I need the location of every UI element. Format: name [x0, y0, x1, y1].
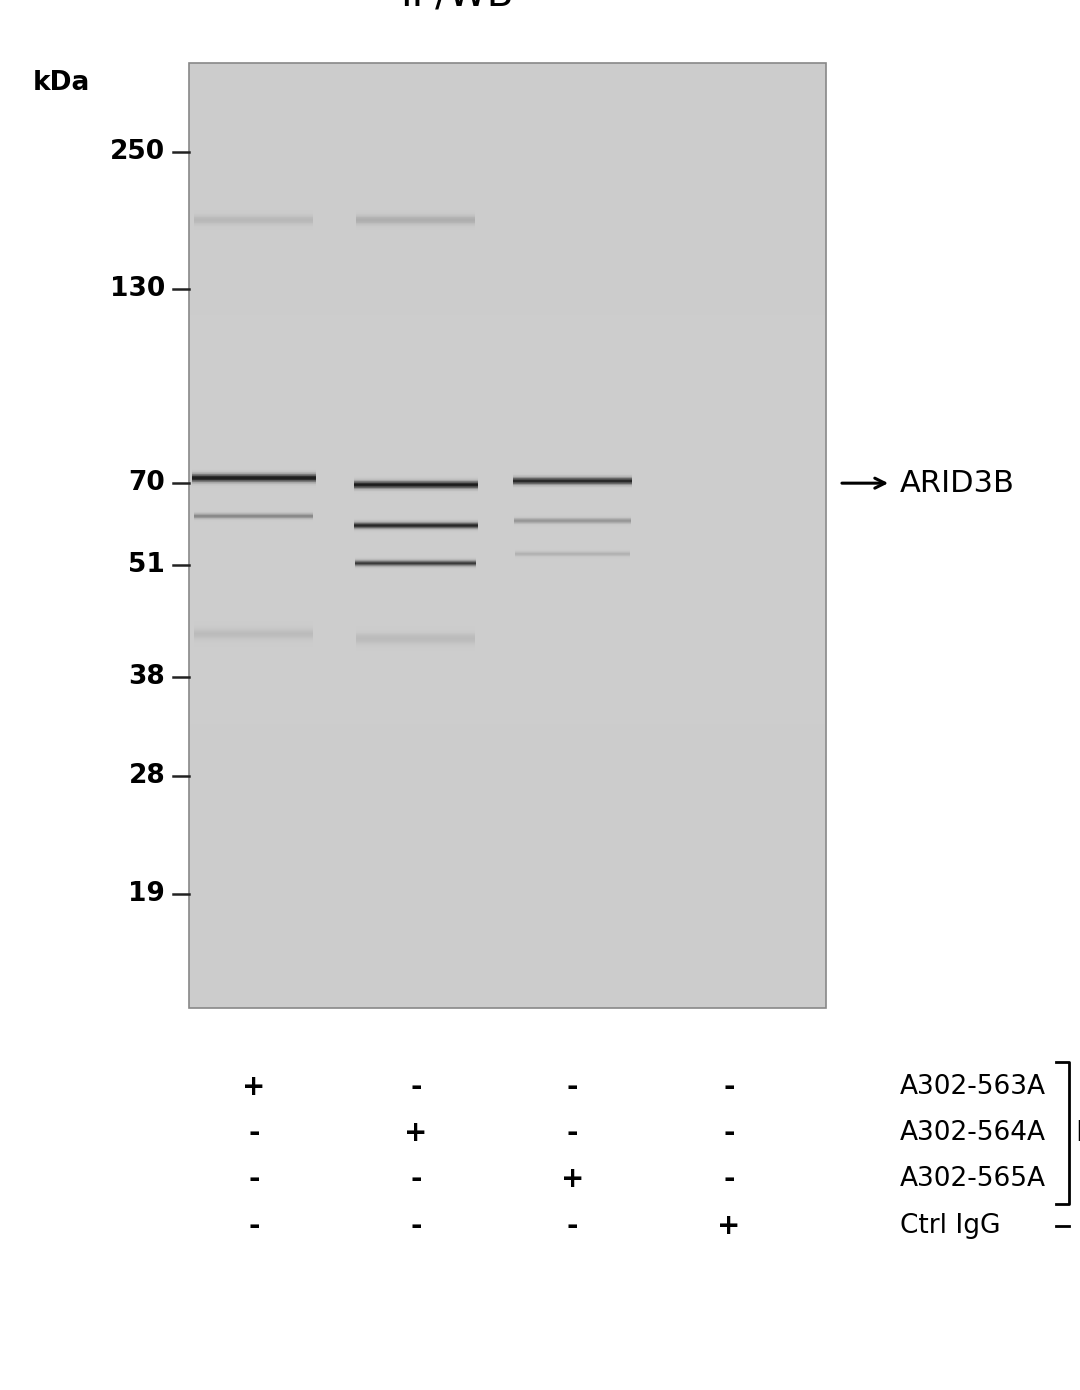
Bar [189, 756, 826, 787]
Bar [189, 630, 826, 662]
Text: +: + [561, 1165, 584, 1193]
Bar [189, 692, 826, 724]
Text: IP: IP [1076, 1119, 1080, 1147]
Text: 70: 70 [129, 470, 165, 496]
Text: IP/WB: IP/WB [400, 0, 513, 14]
Bar [189, 913, 826, 945]
Text: A302-563A: A302-563A [900, 1074, 1045, 1099]
Bar [189, 409, 826, 441]
Text: -: - [724, 1165, 734, 1193]
Bar [189, 598, 826, 630]
Bar [189, 63, 826, 95]
Bar [189, 95, 826, 125]
Text: 250: 250 [110, 139, 165, 165]
Bar [189, 473, 826, 503]
Text: -: - [724, 1119, 734, 1147]
Bar [189, 787, 826, 819]
Text: Ctrl IgG: Ctrl IgG [900, 1213, 1000, 1238]
Bar [189, 220, 826, 252]
Text: 51: 51 [129, 552, 165, 578]
Bar [189, 535, 826, 567]
Text: kDa: kDa [32, 70, 90, 96]
Bar [189, 945, 826, 976]
Bar [189, 189, 826, 220]
Text: -: - [567, 1073, 578, 1101]
Text: ARID3B: ARID3B [900, 468, 1014, 498]
Text: -: - [410, 1212, 421, 1240]
Bar [189, 252, 826, 284]
Bar [189, 976, 826, 1008]
Bar [189, 125, 826, 157]
Bar [189, 157, 826, 189]
Bar [189, 503, 826, 535]
Bar [189, 378, 826, 409]
Text: 130: 130 [110, 277, 165, 303]
Bar [189, 567, 826, 598]
Bar [189, 819, 826, 851]
Text: -: - [567, 1212, 578, 1240]
Bar [189, 63, 826, 1008]
Bar [189, 284, 826, 314]
Bar [189, 851, 826, 881]
Text: +: + [242, 1073, 266, 1101]
Bar [189, 724, 826, 756]
Text: 28: 28 [129, 763, 165, 790]
Text: +: + [404, 1119, 428, 1147]
Text: 38: 38 [129, 664, 165, 689]
Text: -: - [248, 1165, 259, 1193]
Text: 19: 19 [129, 881, 165, 908]
Text: -: - [248, 1212, 259, 1240]
Bar [189, 441, 826, 473]
Text: A302-565A: A302-565A [900, 1166, 1045, 1191]
Bar [189, 662, 826, 692]
Text: -: - [567, 1119, 578, 1147]
Bar [189, 881, 826, 913]
Text: -: - [410, 1165, 421, 1193]
Text: +: + [717, 1212, 741, 1240]
Bar [189, 346, 826, 378]
Text: -: - [248, 1119, 259, 1147]
Bar [189, 314, 826, 346]
Text: A302-564A: A302-564A [900, 1120, 1045, 1145]
Text: -: - [410, 1073, 421, 1101]
Text: -: - [724, 1073, 734, 1101]
